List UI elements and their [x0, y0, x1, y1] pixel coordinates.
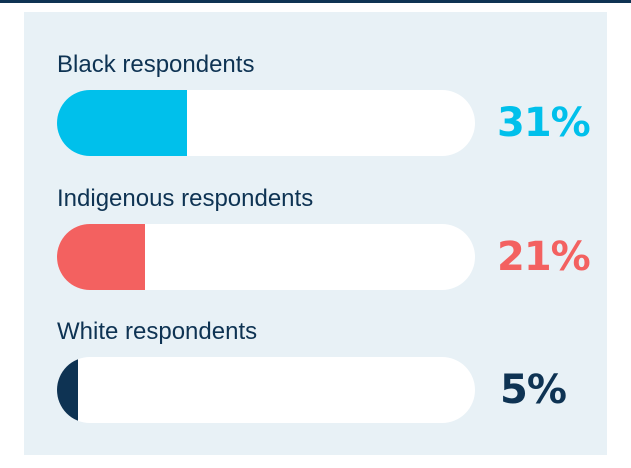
category-label: Black respondents — [57, 51, 255, 78]
chart-panel: Black respondents 31% Indigenous respond… — [24, 12, 607, 455]
value-label: 21% — [497, 234, 591, 280]
top-rule — [0, 0, 631, 3]
value-label: 5% — [500, 367, 567, 413]
bar-track — [57, 224, 475, 290]
category-label: White respondents — [57, 318, 258, 345]
bar-fill-black — [57, 90, 187, 156]
bar-fill-indigenous — [57, 224, 145, 290]
category-label: Indigenous respondents — [57, 185, 314, 212]
bar-track — [57, 90, 475, 156]
bar-fill-white — [57, 357, 78, 423]
bar-track — [57, 357, 475, 423]
value-label: 31% — [497, 100, 591, 146]
